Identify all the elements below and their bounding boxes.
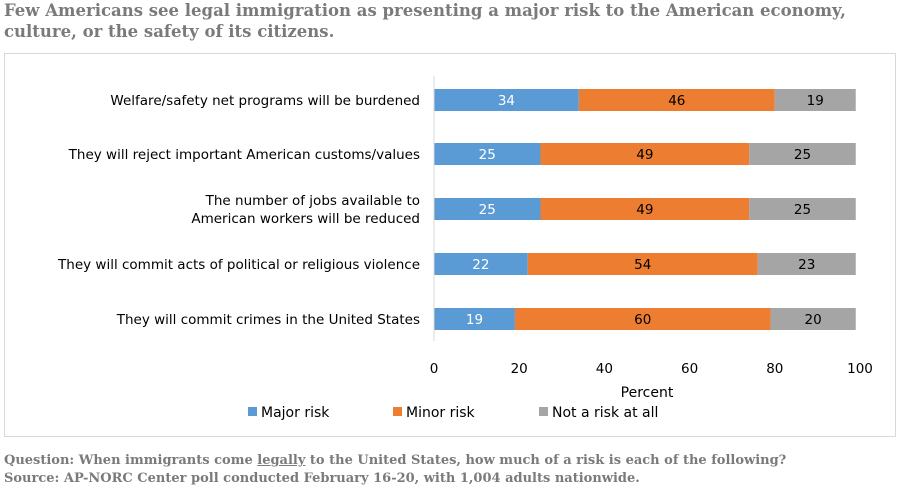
bar-segment <box>434 253 528 275</box>
bar-segment <box>527 253 758 275</box>
data-label: 54 <box>634 257 651 273</box>
chart-area <box>4 53 896 437</box>
x-tick-label: 40 <box>596 361 613 377</box>
bar-segment <box>749 198 856 220</box>
data-label: 49 <box>636 147 653 163</box>
data-label: 25 <box>479 147 496 163</box>
chart-title: Few Americans see legal immigration as p… <box>4 1 846 41</box>
data-label: 22 <box>472 257 489 273</box>
category-label: The number of jobs available to American … <box>191 193 420 227</box>
question-suffix: to the United States, how much of a risk… <box>305 453 787 468</box>
bar-segment <box>540 198 750 220</box>
data-label: 19 <box>807 93 824 109</box>
bar-segment <box>578 89 775 111</box>
bar-segment <box>770 308 856 330</box>
bar-segment <box>757 253 856 275</box>
x-axis-title: Percent <box>621 385 674 401</box>
data-label: 46 <box>668 93 685 109</box>
data-label: 25 <box>479 202 496 218</box>
legend-swatch <box>393 407 402 416</box>
category-label: They will commit crimes in the United St… <box>116 312 420 328</box>
bar-segment <box>514 308 771 330</box>
data-label: 25 <box>794 147 811 163</box>
category-label: Welfare/safety net programs will be burd… <box>110 93 420 109</box>
data-label: 20 <box>805 312 822 328</box>
data-label: 34 <box>498 93 515 109</box>
legend-swatch <box>539 407 548 416</box>
data-label: 49 <box>636 202 653 218</box>
x-tick-label: 80 <box>766 361 783 377</box>
source-note: Source: AP-NORC Center poll conducted Fe… <box>4 471 640 486</box>
legend-label: Minor risk <box>406 405 476 421</box>
question-emphasis: legally <box>257 453 306 468</box>
bar-segment <box>434 143 541 165</box>
bar-segment <box>749 143 856 165</box>
x-tick-label: 0 <box>430 361 439 377</box>
bar-segment <box>434 308 515 330</box>
data-label: 25 <box>794 202 811 218</box>
bar-segment <box>434 198 541 220</box>
data-label: 60 <box>634 312 651 328</box>
question-note: Question: When immigrants come legally t… <box>4 452 894 470</box>
x-tick-label: 100 <box>847 361 873 377</box>
category-label: They will commit acts of political or re… <box>57 257 420 273</box>
legend-swatch <box>248 407 257 416</box>
bar-segment <box>434 89 579 111</box>
category-label: They will reject important American cust… <box>68 147 420 163</box>
question-prefix: Question: When immigrants come <box>4 453 258 468</box>
legend-label: Not a risk at all <box>552 405 658 421</box>
data-label: 23 <box>798 257 815 273</box>
x-tick-label: 20 <box>511 361 528 377</box>
legend-label: Major risk <box>261 405 330 421</box>
x-tick-label: 60 <box>681 361 698 377</box>
footnote: Question: When immigrants come legally t… <box>4 452 894 488</box>
bar-segment <box>774 89 856 111</box>
bar-segment <box>540 143 750 165</box>
data-label: 19 <box>466 312 483 328</box>
